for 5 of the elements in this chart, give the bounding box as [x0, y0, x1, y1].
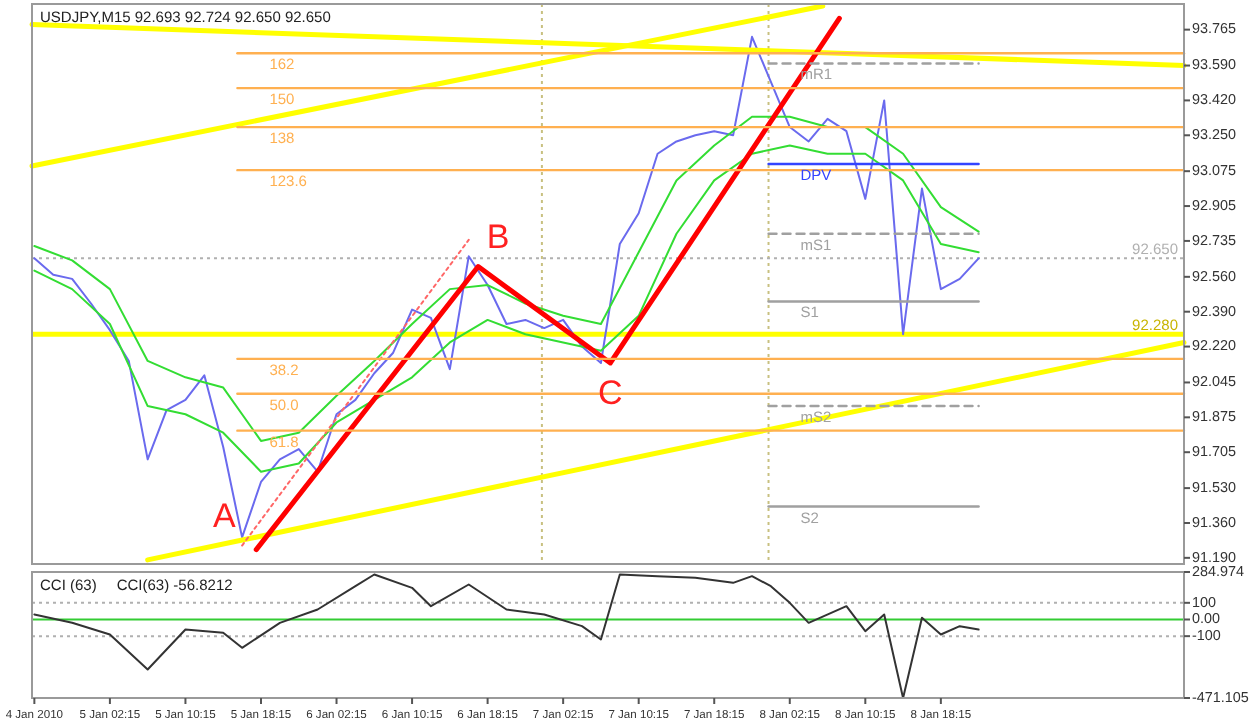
line-series [33, 144, 980, 473]
line-series [33, 35, 980, 539]
line-series [33, 573, 980, 699]
annotation: A [212, 496, 237, 535]
annotation: B [486, 217, 510, 256]
